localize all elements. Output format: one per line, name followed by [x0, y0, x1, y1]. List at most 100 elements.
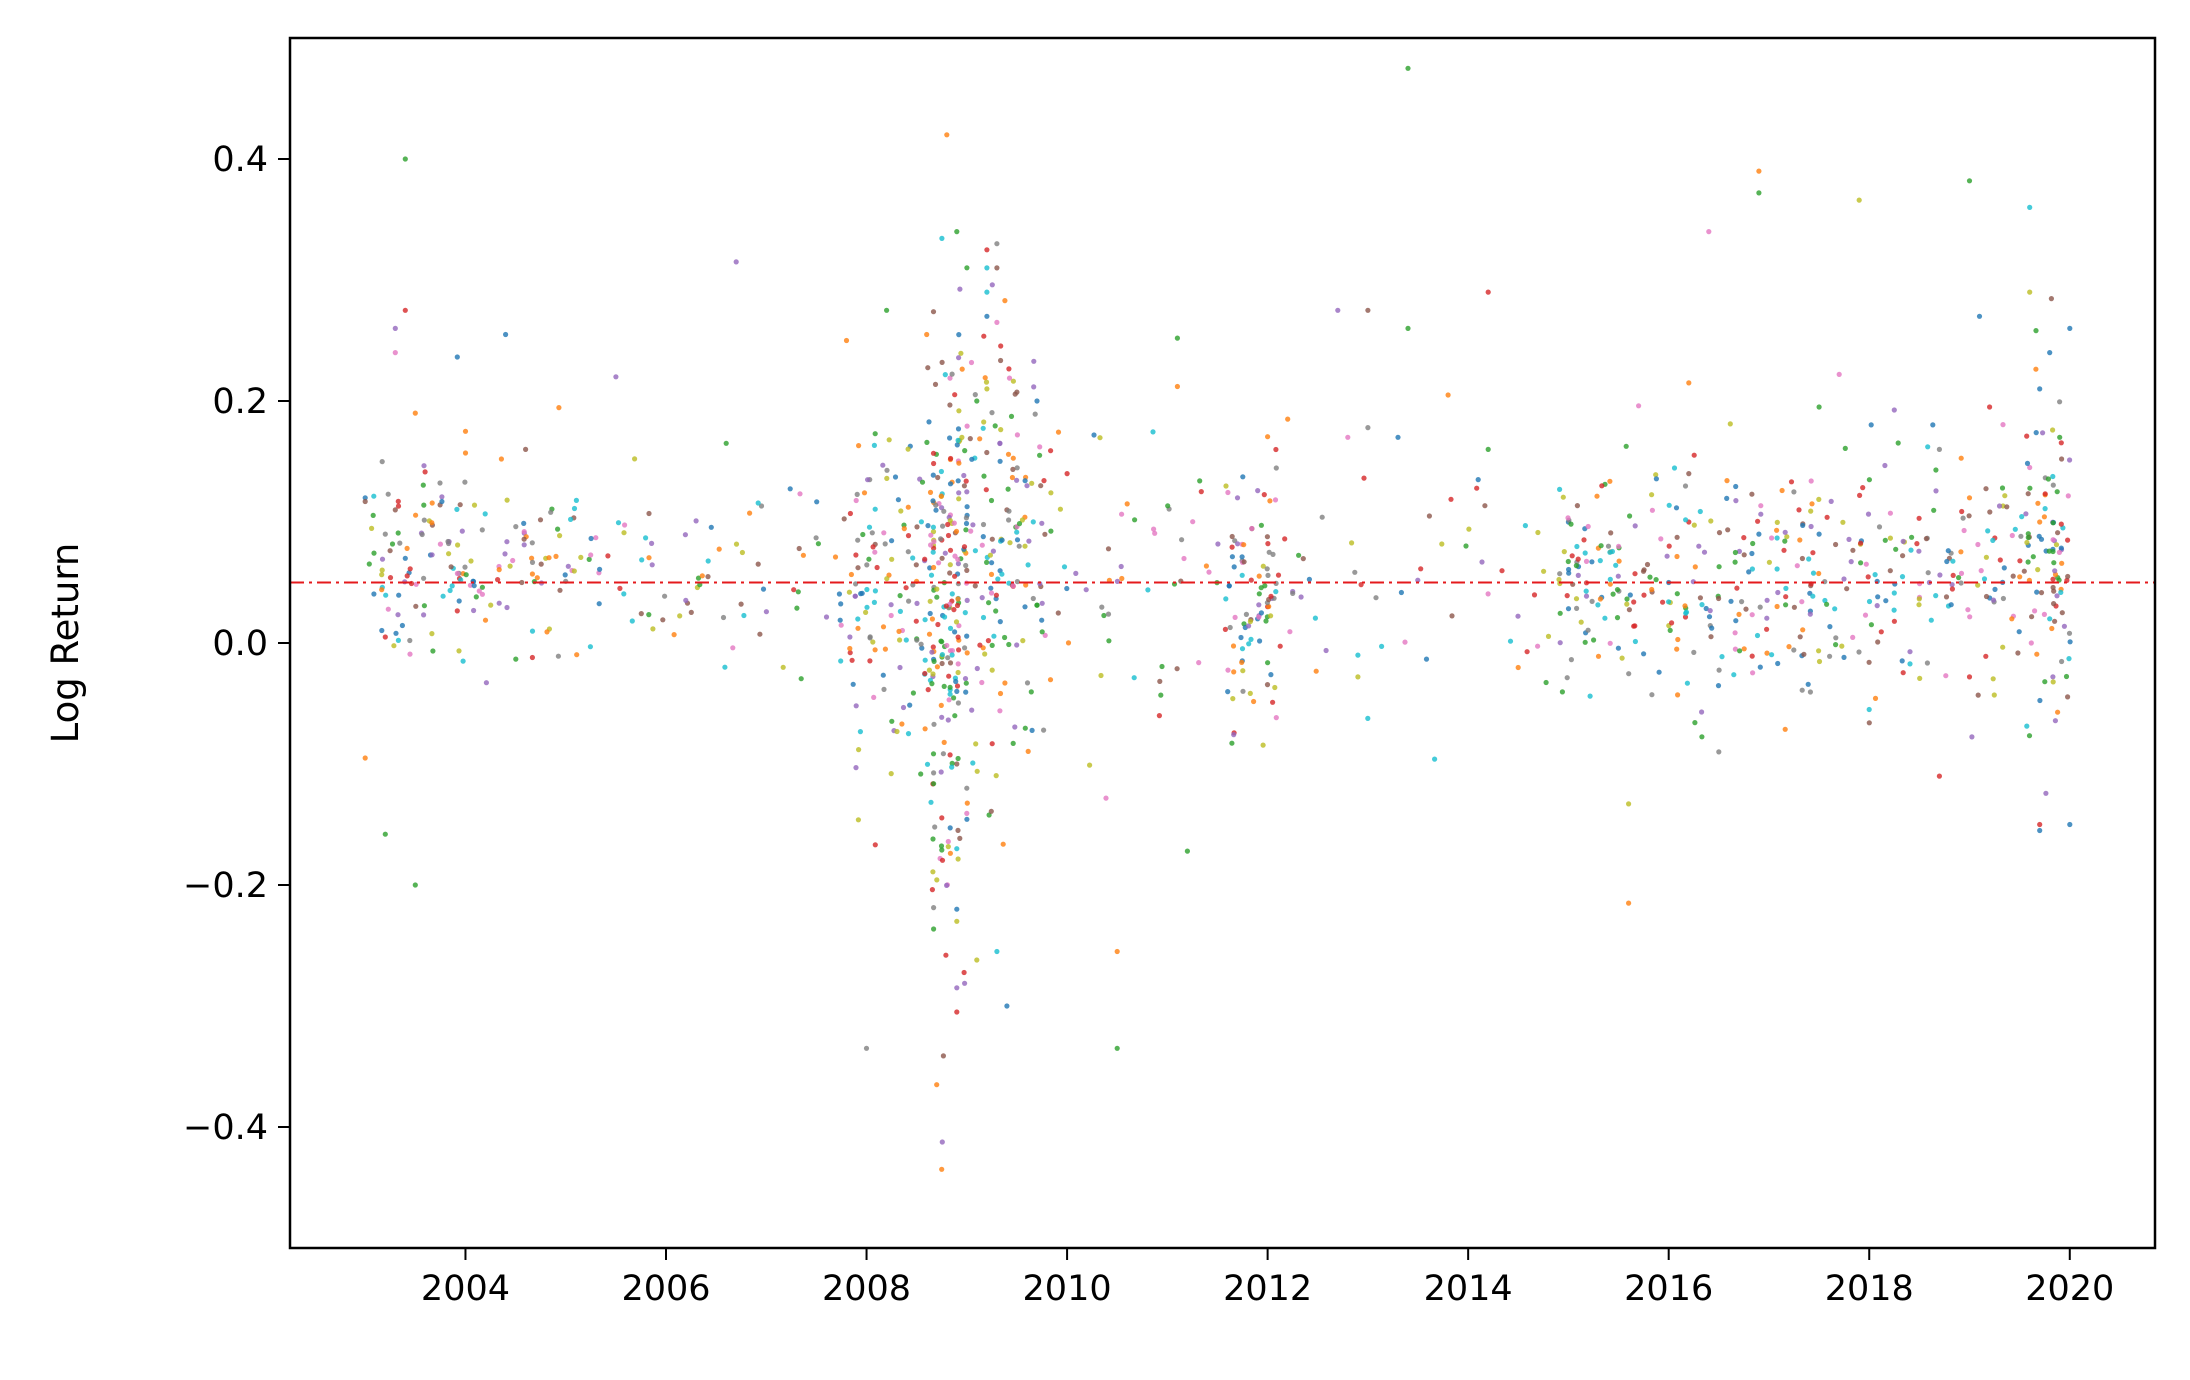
- data-point: [446, 551, 452, 557]
- data-point: [936, 560, 942, 566]
- data-point: [795, 589, 801, 595]
- data-point: [1836, 371, 1842, 377]
- data-point: [1741, 646, 1747, 652]
- data-point: [385, 606, 391, 612]
- data-point: [1916, 602, 1922, 608]
- data-point: [1764, 615, 1770, 621]
- data-point: [964, 633, 970, 639]
- data-point: [930, 869, 936, 875]
- data-point: [1145, 587, 1151, 593]
- data-point: [1014, 465, 1020, 471]
- data-point: [716, 546, 722, 552]
- data-point: [1569, 553, 1575, 559]
- data-point: [1799, 555, 1805, 562]
- data-point: [798, 676, 804, 682]
- data-point: [1950, 558, 1956, 564]
- data-point: [1097, 435, 1103, 441]
- data-point: [460, 658, 466, 664]
- data-point: [1732, 549, 1738, 556]
- data-point: [587, 644, 594, 650]
- data-point: [948, 455, 954, 462]
- data-point: [1405, 325, 1411, 331]
- data-point: [747, 510, 753, 516]
- data-point: [1277, 643, 1283, 649]
- data-point: [1799, 599, 1805, 605]
- data-point: [471, 502, 478, 508]
- data-point: [1875, 594, 1881, 600]
- data-point: [1507, 638, 1514, 644]
- data-point: [905, 504, 911, 510]
- data-point: [1709, 625, 1715, 631]
- data-point: [931, 721, 937, 727]
- data-point: [1482, 503, 1488, 509]
- data-point: [1656, 669, 1662, 675]
- data-point: [1996, 503, 2003, 509]
- data-point: [1260, 563, 1266, 569]
- data-point: [1355, 652, 1361, 658]
- x-tick-label: 2014: [1424, 1269, 1513, 1309]
- data-point: [1405, 65, 1411, 71]
- data-point: [841, 516, 847, 522]
- data-point: [929, 681, 935, 687]
- data-point: [660, 617, 666, 623]
- data-point: [479, 591, 485, 597]
- data-point: [1272, 684, 1278, 691]
- data-point: [974, 398, 980, 404]
- data-point: [955, 634, 961, 640]
- data-point: [2052, 718, 2058, 724]
- data-point: [1882, 462, 1888, 469]
- data-point: [1485, 446, 1491, 452]
- data-point: [1917, 675, 1923, 682]
- data-point: [1750, 540, 1756, 547]
- data-point: [2040, 430, 2046, 436]
- data-point: [387, 548, 393, 554]
- data-point: [2025, 491, 2031, 497]
- data-point: [1958, 570, 1965, 577]
- data-point: [938, 843, 945, 849]
- data-point: [881, 686, 887, 693]
- data-point: [984, 386, 990, 392]
- data-point: [1022, 478, 1028, 484]
- data-point: [1872, 695, 1879, 702]
- data-point: [956, 355, 962, 361]
- data-point: [646, 612, 652, 618]
- data-point: [847, 634, 853, 640]
- data-point: [1916, 596, 1922, 602]
- data-point: [1732, 630, 1738, 636]
- data-point: [847, 510, 854, 517]
- data-point: [2017, 558, 2023, 564]
- data-point: [1756, 190, 1762, 196]
- data-point: [1959, 508, 1965, 515]
- data-point: [1231, 564, 1237, 570]
- data-point: [863, 1045, 870, 1051]
- data-point: [1119, 575, 1125, 582]
- data-point: [2032, 608, 2038, 614]
- data-point: [2055, 530, 2061, 536]
- data-point: [1769, 652, 1775, 658]
- data-point: [955, 478, 961, 484]
- data-point: [963, 689, 969, 695]
- data-point: [935, 621, 941, 628]
- data-point: [1225, 689, 1231, 695]
- data-point: [1184, 848, 1190, 854]
- data-point: [999, 571, 1005, 577]
- data-point: [964, 504, 970, 510]
- data-point: [1574, 503, 1580, 509]
- data-point: [894, 728, 900, 735]
- data-point: [1807, 611, 1813, 617]
- data-point: [954, 1009, 960, 1015]
- data-point: [1626, 607, 1632, 613]
- data-point: [1797, 634, 1803, 640]
- data-point: [1241, 559, 1247, 565]
- data-point: [947, 562, 953, 568]
- data-point: [2050, 674, 2056, 680]
- data-point: [1816, 496, 1822, 502]
- data-point: [988, 585, 994, 591]
- data-point: [1983, 554, 1989, 560]
- data-point: [2059, 610, 2065, 616]
- data-point: [994, 319, 1000, 325]
- data-point: [955, 426, 962, 432]
- data-point: [892, 474, 899, 480]
- data-point: [1152, 530, 1158, 536]
- data-point: [884, 467, 890, 473]
